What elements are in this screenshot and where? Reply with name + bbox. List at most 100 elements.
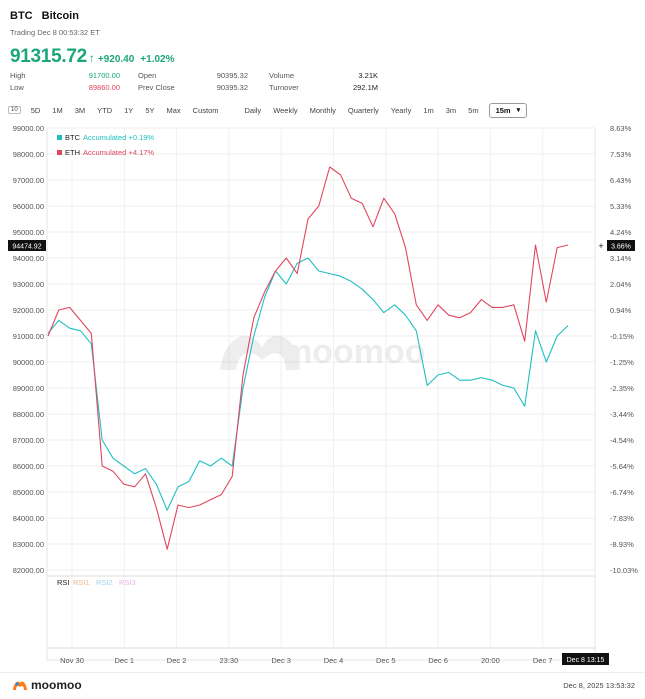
range-button[interactable]: Max xyxy=(166,105,181,115)
y-tick-label: 92000.00 xyxy=(13,306,44,315)
stat-label: Volume xyxy=(269,71,295,80)
period-button[interactable]: Daily xyxy=(244,105,262,115)
trading-status: Trading Dec 8 00:53:32 ET xyxy=(10,28,100,37)
footer-timestamp: Dec 8, 2025 13:53:32 xyxy=(563,681,635,690)
y-right-tick-label: 8.63% xyxy=(610,124,632,133)
period-button[interactable]: Monthly xyxy=(309,105,336,115)
period-button[interactable]: 3m xyxy=(445,105,457,115)
x-tick-label: Dec 1 xyxy=(115,656,135,665)
range-button[interactable]: 1Y xyxy=(124,105,134,115)
x-tick-label: Nov 30 xyxy=(60,656,84,665)
y-tick-label: 98000.00 xyxy=(13,150,44,159)
footer: moomoo Dec 8, 2025 13:53:32 xyxy=(0,672,645,699)
y-right-tick-label: 5.33% xyxy=(610,202,632,211)
moomoo-logo-icon xyxy=(13,681,27,690)
period-button[interactable]: Quarterly xyxy=(347,105,379,115)
crosshair-left-value: 94474.92 xyxy=(12,244,41,251)
legend-label: Accumulated +4.17% xyxy=(83,148,154,157)
range-button[interactable]: Custom xyxy=(192,105,219,115)
crosshair-plus-icon[interactable]: + xyxy=(598,241,603,251)
y-right-tick-label: -7.83% xyxy=(610,514,634,523)
stat-value: 90395.32 xyxy=(216,83,248,92)
range-button[interactable]: YTD xyxy=(97,105,113,115)
y-right-tick-label: -5.64% xyxy=(610,462,634,471)
crosshair-right-value: 3.66% xyxy=(611,244,631,251)
x-tick-label: Dec 4 xyxy=(324,656,344,665)
y-tick-label: 94000.00 xyxy=(13,254,44,263)
asset-name: Bitcoin xyxy=(41,10,79,22)
chart-settings-icon[interactable]: 10 xyxy=(8,106,21,114)
legend-symbol: BTC xyxy=(65,133,81,142)
y-tick-label: 99000.00 xyxy=(13,124,44,133)
range-button[interactable]: 1M xyxy=(52,105,63,115)
y-tick-label: 88000.00 xyxy=(13,410,44,419)
range-button[interactable]: 5Y xyxy=(145,105,155,115)
y-tick-label: 95000.00 xyxy=(13,228,44,237)
comparison-chart[interactable]: 99000.00 8.63% 98000.00 7.53% 97000.00 6.43% 9… xyxy=(0,120,645,668)
chart-toolbar: 10 5D 1M 3M YTD 1Y 5Y Max Custom Daily Weekly Month… xyxy=(8,102,638,118)
series-line-btc xyxy=(47,257,569,511)
up-arrow-icon: ↑ xyxy=(88,51,95,65)
y-right-tick-label: -10.03% xyxy=(610,566,638,575)
crosshair-right-tag xyxy=(607,240,635,251)
y-right-tick-label: -2.35% xyxy=(610,384,634,393)
interval-select-value: 15m xyxy=(495,105,511,115)
y-tick-label: 87000.00 xyxy=(13,436,44,445)
y-right-tick-label: 0.94% xyxy=(610,306,632,315)
y-tick-label: 96000.00 xyxy=(13,202,44,211)
x-tick-label: Dec 6 xyxy=(428,656,448,665)
interval-select[interactable]: 15m ▾ xyxy=(488,102,528,118)
x-tick-label: 20:00 xyxy=(481,656,500,665)
watermark-logo-icon xyxy=(220,335,300,370)
watermark-text: moomoo xyxy=(282,333,426,371)
y-right-tick-label: -3.44% xyxy=(610,410,634,419)
crosshair-left-tag xyxy=(8,240,46,251)
period-button[interactable]: 1m xyxy=(423,105,434,115)
rsi-label: RSI xyxy=(57,578,70,587)
y-tick-label: 82000.00 xyxy=(13,566,44,575)
x-tick-label: Dec 2 xyxy=(167,656,187,665)
legend-label: Accumulated +0.19% xyxy=(83,133,154,142)
y-tick-label: 85000.00 xyxy=(13,488,44,497)
stat-value: 3.21K xyxy=(358,71,378,80)
range-button[interactable]: 3M xyxy=(74,105,86,115)
chart-area[interactable]: 99000.00 8.63% 98000.00 7.53% 97000.00 6.43% 9… xyxy=(0,120,645,668)
y-right-tick-label: -1.25% xyxy=(610,358,634,367)
brand-name: moomoo xyxy=(31,678,82,692)
y-right-tick-label: -4.54% xyxy=(610,436,634,445)
rsi-key: RSI2 xyxy=(96,578,113,587)
period-button[interactable]: 5m xyxy=(468,105,479,115)
x-tick-label: Dec 3 xyxy=(271,656,291,665)
x-cursor-label: Dec 8 13:15 xyxy=(567,657,605,664)
x-tick-label: Dec 7 xyxy=(533,656,553,665)
y-right-tick-label: -0.15% xyxy=(610,332,634,341)
ticker-symbol: BTC xyxy=(10,10,33,22)
stat-value: 91700.00 xyxy=(88,71,120,80)
stat-label: Low xyxy=(10,83,24,92)
y-right-tick-label: 6.43% xyxy=(610,176,632,185)
title-row: BTC Bitcoin xyxy=(10,10,630,22)
x-tick-label: Dec 5 xyxy=(376,656,396,665)
y-right-tick-label: 4.24% xyxy=(610,228,632,237)
y-tick-label: 86000.00 xyxy=(13,462,44,471)
y-tick-label: 93000.00 xyxy=(13,280,44,289)
y-tick-label: 84000.00 xyxy=(13,514,44,523)
period-button[interactable]: Yearly xyxy=(390,105,412,115)
y-right-tick-label: -8.93% xyxy=(610,540,634,549)
stat-label: Turnover xyxy=(269,83,299,92)
y-right-tick-label: -6.74% xyxy=(610,488,634,497)
stat-label: High xyxy=(10,71,26,80)
y-right-tick-label: 3.14% xyxy=(610,254,632,263)
rsi-key: RSI3 xyxy=(119,578,136,587)
price-change-percent: +1.02% xyxy=(140,54,175,65)
y-tick-label: 90000.00 xyxy=(13,358,44,367)
chevron-down-icon: ▾ xyxy=(516,107,521,114)
last-price: 91315.72 xyxy=(10,46,87,67)
range-button[interactable]: 5D xyxy=(30,105,41,115)
watermark: moomoo xyxy=(220,333,426,371)
quote-header: BTC Bitcoin Trading Dec 8 00:53:32 ET 91… xyxy=(10,10,630,68)
rsi-key: RSI1 xyxy=(73,578,90,587)
legend-swatch xyxy=(57,135,62,140)
price-change: +920.40 xyxy=(97,54,135,65)
period-button[interactable]: Weekly xyxy=(273,105,298,115)
